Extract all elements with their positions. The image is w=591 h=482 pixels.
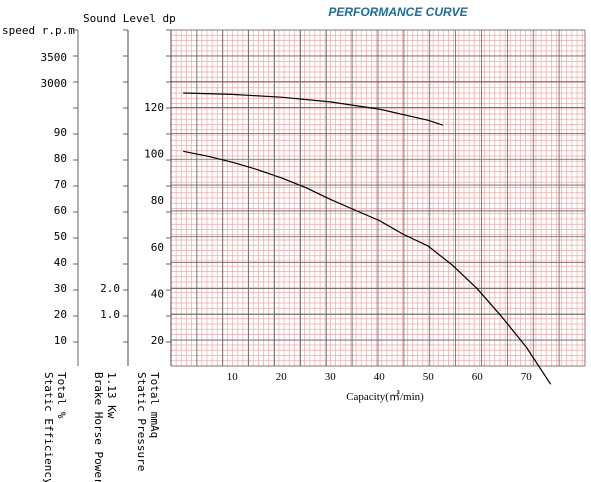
pressure-tick-label: 100 [144, 148, 164, 161]
pressure-tick-label: 80 [151, 194, 164, 207]
pressure-tick-label: 120 [144, 101, 164, 114]
x-tick-label: 30 [325, 371, 337, 383]
efficiency-tick-label: 90 [54, 126, 67, 139]
power-tick-label: 2.0 [100, 282, 120, 295]
x-axis-label: Capacity(㎥/min) [346, 390, 424, 403]
bottom-scale-label: Static Pressure [135, 372, 148, 471]
upper-performance-curve [183, 92, 444, 126]
pressure-curve [183, 150, 552, 385]
bottom-scale-label: Static Efficiency [42, 372, 55, 482]
bottom-scale-label: Brake Horse Power [92, 372, 105, 482]
speed-tick-label: 3000 [41, 77, 68, 90]
pressure-tick-label: 60 [151, 241, 164, 254]
efficiency-tick-label: 40 [54, 256, 67, 269]
bottom-scale-label: Total mmAq [148, 372, 161, 438]
x-tick-label: 60 [472, 371, 484, 383]
major-grid [170, 29, 586, 367]
speed-axis-label: speed r.p.m [2, 24, 75, 37]
efficiency-tick-label: 60 [54, 204, 67, 217]
x-tick-label: 40 [374, 371, 386, 383]
x-tick-label: 50 [423, 371, 435, 383]
bottom-scale-label: Total % [55, 372, 68, 419]
sound-axis-label: Sound Level dp [83, 12, 176, 25]
efficiency-tick-label: 30 [54, 282, 67, 295]
power-tick-label: 1.0 [100, 308, 120, 321]
speed-tick-label: 3500 [41, 51, 68, 64]
efficiency-tick-label: 10 [54, 334, 67, 347]
efficiency-tick-label: 50 [54, 230, 67, 243]
chart-title: PERFORMANCE CURVE [328, 5, 468, 19]
efficiency-tick-label: 80 [54, 152, 67, 165]
x-tick-label: 20 [276, 371, 288, 383]
x-tick-label: 10 [227, 371, 239, 383]
x-tick-label: 70 [521, 371, 533, 383]
pressure-tick-label: 20 [151, 334, 164, 347]
efficiency-tick-label: 20 [54, 308, 67, 321]
efficiency-tick-label: 70 [54, 178, 67, 191]
pressure-tick-label: 40 [151, 287, 164, 300]
bottom-scale-label: 1.13 Kw [105, 372, 118, 419]
